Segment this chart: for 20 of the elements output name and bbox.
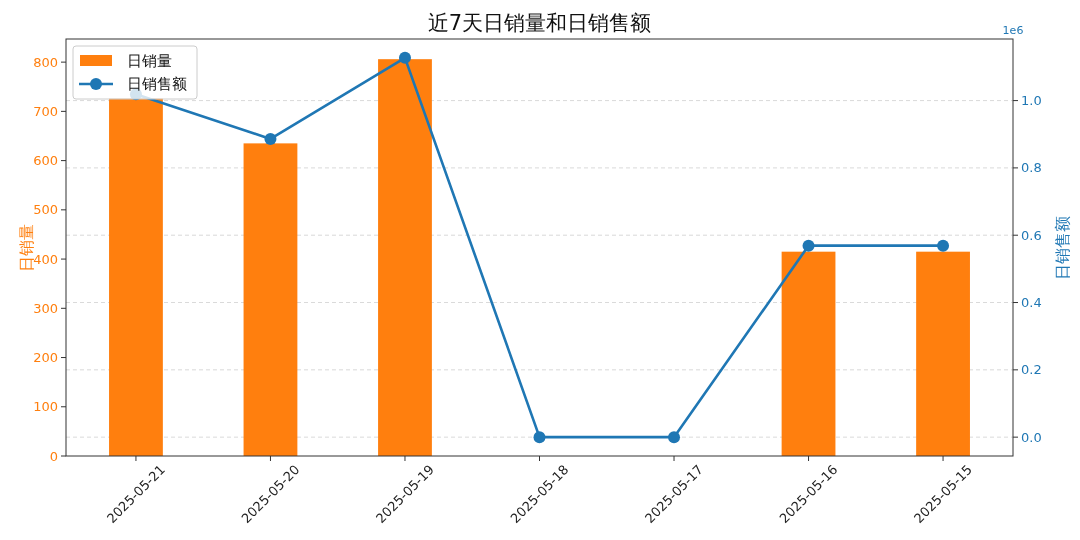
y-tick-label: 800 <box>33 54 58 70</box>
legend-label: 日销量 <box>127 52 172 70</box>
y2-tick-label: 0.8 <box>1021 160 1042 176</box>
y2-tick-label: 0.2 <box>1021 362 1042 378</box>
y2-tick-label: 0.4 <box>1021 295 1042 311</box>
y-tick-label: 400 <box>33 251 58 267</box>
y-tick-label: 200 <box>33 350 58 366</box>
y-tick-label: 100 <box>33 399 58 415</box>
chart-title: 近7天日销量和日销售额 <box>427 11 652 35</box>
legend-label: 日销售额 <box>127 75 187 93</box>
y-tick-label: 500 <box>33 202 58 218</box>
y-tick-label: 0 <box>49 448 58 464</box>
text: 1e6 <box>1002 24 1024 37</box>
y2-axis-title: 日销售额 <box>1052 215 1072 280</box>
y2-tick-label: 0.0 <box>1021 429 1042 445</box>
y-tick-label: 300 <box>33 300 58 316</box>
y-tick-label: 600 <box>33 153 58 169</box>
y-tick-label: 700 <box>33 103 58 119</box>
y2-tick-label: 1.0 <box>1021 93 1042 109</box>
y2-tick-label: 0.6 <box>1021 227 1042 243</box>
